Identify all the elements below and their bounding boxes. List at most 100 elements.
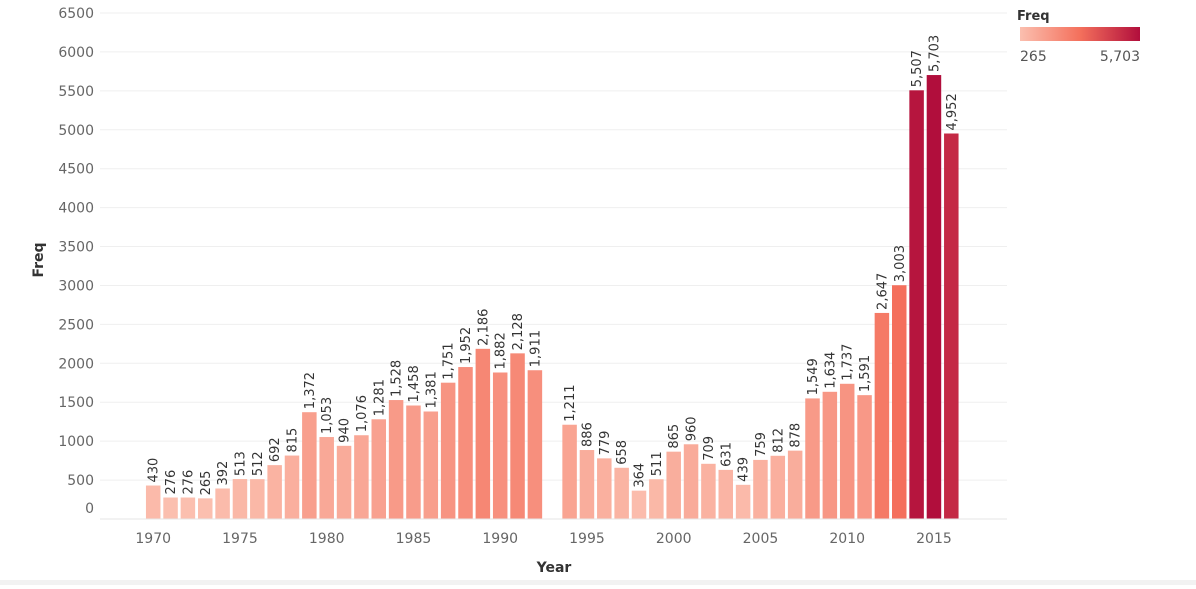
x-tick-label: 1995	[569, 531, 605, 547]
color-legend[interactable]: Freq 265 5,703	[1017, 9, 1140, 65]
bar[interactable]	[666, 451, 681, 519]
bar[interactable]	[892, 285, 907, 519]
bar-value-label: 2,186	[476, 309, 491, 346]
legend-max-label: 5,703	[1100, 49, 1140, 65]
bar-value-label: 960	[685, 416, 700, 441]
bar-value-label: 812	[771, 428, 786, 453]
bar-value-label: 364	[633, 463, 648, 488]
bar[interactable]	[649, 479, 664, 519]
grid-lines	[100, 12, 1007, 481]
bar-value-label: 886	[580, 422, 595, 447]
bar[interactable]	[718, 469, 734, 519]
y-tick-label: 500	[67, 473, 94, 489]
bar[interactable]	[597, 458, 612, 519]
legend-gradient-bar	[1020, 27, 1140, 41]
bar-value-label: 658	[615, 440, 630, 465]
bar-value-label: 1,372	[303, 372, 318, 409]
bar[interactable]	[336, 445, 352, 519]
bar[interactable]	[284, 455, 300, 519]
y-tick-label: 0	[85, 501, 94, 517]
bar[interactable]	[926, 75, 942, 519]
bar-value-label: 1,591	[858, 355, 873, 392]
bar[interactable]	[302, 412, 317, 519]
bar[interactable]	[163, 497, 178, 519]
bar-value-label: 1,952	[459, 327, 474, 364]
y-tick-label: 2500	[58, 317, 94, 333]
bar-value-label: 1,634	[823, 352, 838, 389]
bar[interactable]	[510, 353, 525, 519]
y-tick-label: 5000	[58, 123, 94, 139]
bar[interactable]	[492, 372, 508, 519]
x-tick-label: 1990	[482, 531, 518, 547]
bar[interactable]	[527, 370, 543, 519]
bar-value-label: 631	[719, 442, 734, 467]
bar[interactable]	[215, 488, 230, 519]
bar[interactable]	[909, 90, 924, 519]
bar-value-label: 1,528	[390, 360, 405, 397]
y-tick-label: 3000	[58, 278, 94, 294]
bar-value-label: 276	[181, 470, 196, 495]
bar[interactable]	[701, 463, 716, 519]
x-tick-label: 1970	[135, 531, 171, 547]
bar[interactable]	[388, 400, 404, 519]
x-tick-label: 2010	[829, 531, 865, 547]
bar[interactable]	[735, 484, 751, 519]
bars	[145, 75, 959, 519]
bar-value-label: 1,076	[355, 395, 370, 432]
x-axis-title: Year	[536, 560, 572, 576]
y-tick-label: 4500	[58, 162, 94, 178]
y-tick-label: 4000	[58, 201, 94, 217]
bar-value-label: 759	[754, 432, 769, 457]
bar[interactable]	[770, 455, 786, 519]
bar[interactable]	[232, 479, 248, 519]
x-tick-label: 1985	[396, 531, 432, 547]
y-tick-label: 1000	[58, 434, 94, 450]
y-axis-title: Freq	[31, 242, 47, 277]
bar[interactable]	[354, 435, 369, 519]
bar[interactable]	[145, 485, 161, 519]
bar[interactable]	[614, 467, 629, 519]
bar[interactable]	[562, 424, 577, 519]
bar[interactable]	[250, 479, 265, 519]
bar-value-label: 5,507	[910, 50, 925, 87]
bar-value-label: 1,381	[424, 371, 439, 408]
y-tick-label: 6500	[58, 6, 94, 22]
bar[interactable]	[839, 383, 855, 519]
bar[interactable]	[579, 450, 595, 519]
bar[interactable]	[440, 382, 456, 519]
bar[interactable]	[319, 437, 334, 519]
x-tick-label: 2015	[916, 531, 952, 547]
bar[interactable]	[406, 405, 421, 519]
bar-value-label: 1,882	[494, 332, 509, 369]
bar[interactable]	[787, 450, 803, 519]
bar-value-label: 1,751	[442, 342, 457, 379]
bar[interactable]	[857, 395, 872, 519]
bar[interactable]	[805, 398, 820, 519]
bar-value-label: 276	[164, 470, 179, 495]
bar[interactable]	[423, 411, 439, 519]
bar[interactable]	[822, 391, 838, 519]
bar[interactable]	[753, 459, 768, 519]
bar[interactable]	[631, 490, 647, 519]
bar[interactable]	[371, 419, 387, 519]
bar-value-label: 692	[268, 437, 283, 462]
y-tick-label: 2000	[58, 356, 94, 372]
y-tick-label: 6000	[58, 45, 94, 61]
bottom-divider	[0, 580, 1196, 585]
bar-value-label: 512	[251, 451, 266, 476]
bar[interactable]	[475, 348, 491, 519]
bar-value-label: 709	[702, 436, 717, 461]
x-axis-ticks: 1970 1975 1980 1985 1990 1995 2000 2005 2010 2015	[135, 531, 951, 547]
bar[interactable]	[267, 465, 282, 519]
bar[interactable]	[198, 498, 213, 519]
bar[interactable]	[874, 312, 890, 519]
y-tick-label: 3500	[58, 240, 94, 256]
bar[interactable]	[944, 133, 959, 519]
bar[interactable]	[458, 367, 473, 519]
bar[interactable]	[683, 444, 699, 519]
bar-value-label: 265	[199, 471, 214, 496]
bar[interactable]	[180, 497, 196, 519]
bar-value-label: 5,703	[927, 35, 942, 72]
